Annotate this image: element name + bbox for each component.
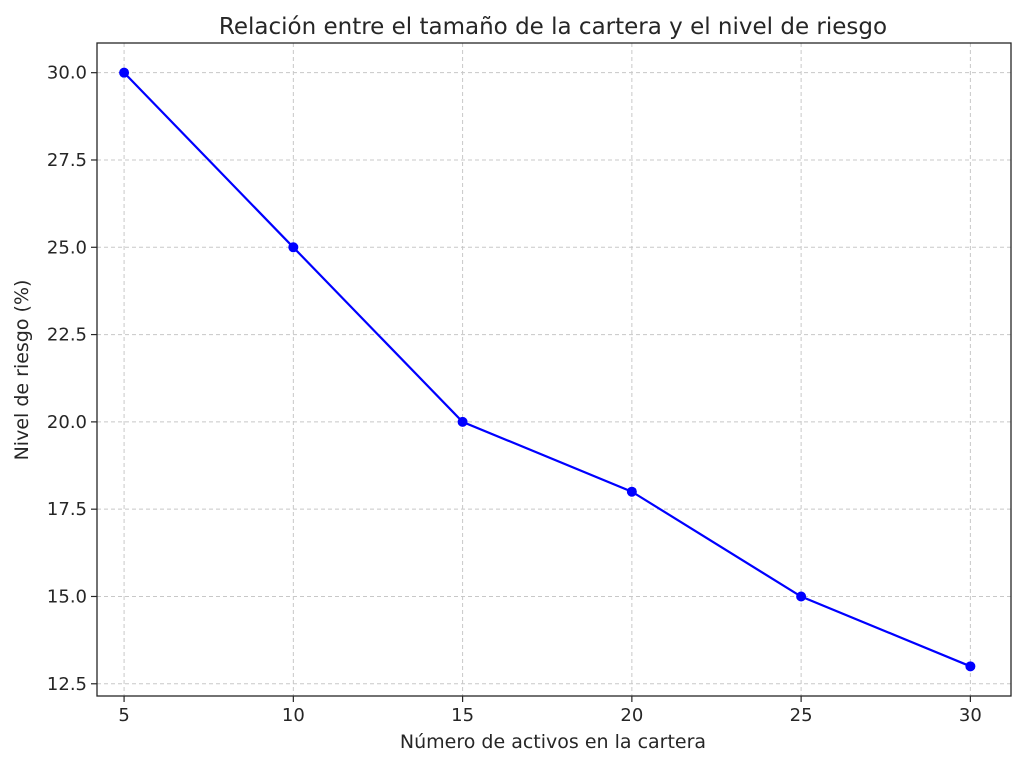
plot-frame xyxy=(96,42,1012,697)
y-tick-label: 27.5 xyxy=(47,150,87,171)
y-tick-label: 15.0 xyxy=(47,586,87,607)
data-point xyxy=(796,591,807,602)
data-point xyxy=(626,486,637,497)
x-tick-label: 30 xyxy=(959,705,982,726)
x-tick-label: 10 xyxy=(282,705,305,726)
series-line xyxy=(123,71,971,668)
x-tick-label: 15 xyxy=(451,705,474,726)
x-axis-label: Número de activos en la cartera xyxy=(400,731,706,753)
x-tick-label: 20 xyxy=(620,705,643,726)
data-point xyxy=(457,416,468,427)
y-axis-label: Nivel de riesgo (%) xyxy=(11,280,33,461)
grid xyxy=(97,43,1011,696)
chart-title: Relación entre el tamaño de la cartera y… xyxy=(219,14,887,40)
y-axis-ticks: 12.5 15.0 17.5 20.0 22.5 25.0 27.5 30.0 xyxy=(47,63,97,695)
data-point xyxy=(965,661,976,672)
y-tick-label: 30.0 xyxy=(47,63,87,84)
y-tick-label: 20.0 xyxy=(47,412,87,433)
x-tick-label: 5 xyxy=(118,705,129,726)
x-axis-ticks: 5 10 15 20 25 30 xyxy=(118,696,982,726)
y-tick-label: 12.5 xyxy=(47,674,87,695)
data-points xyxy=(119,67,976,672)
y-tick-label: 22.5 xyxy=(47,325,87,346)
data-point xyxy=(288,242,299,253)
y-tick-label: 25.0 xyxy=(47,237,87,258)
y-tick-label: 17.5 xyxy=(47,499,87,520)
data-point xyxy=(119,67,130,78)
x-tick-label: 25 xyxy=(790,705,813,726)
